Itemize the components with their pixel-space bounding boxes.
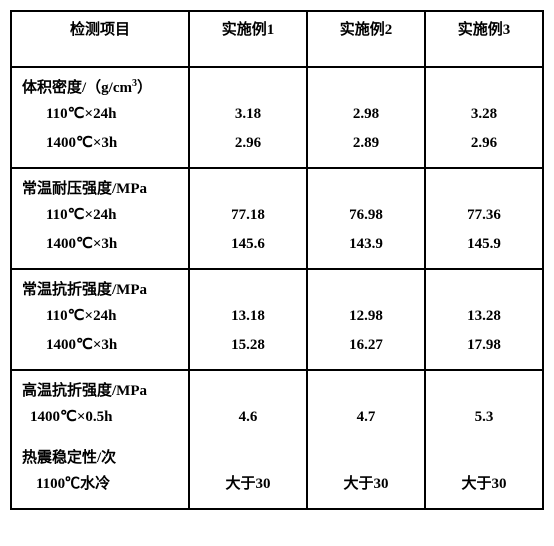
data-value: 大于30 xyxy=(426,470,542,499)
data-value: 13.28 xyxy=(426,302,542,331)
data-value: 4.6 xyxy=(190,403,306,432)
data-cell: 12.9816.27 xyxy=(307,269,425,370)
condition-label: 1100℃水冷 xyxy=(12,470,110,499)
data-value: 13.18 xyxy=(190,302,306,331)
data-value: 4.7 xyxy=(308,403,424,432)
condition-label: 1400℃×0.5h xyxy=(12,403,113,432)
condition-label: 110℃×24h xyxy=(12,302,116,331)
results-table: 检测项目 实施例1 实施例2 实施例3 体积密度/（g/cm3）110℃×24h… xyxy=(10,10,544,510)
data-cell: 4.7 大于30 xyxy=(307,370,425,509)
condition-label: 1400℃×3h xyxy=(12,230,117,259)
row-label-cell: 常温抗折强度/MPa110℃×24h1400℃×3h xyxy=(11,269,189,370)
data-value: 15.28 xyxy=(190,331,306,360)
condition-label: 1400℃×3h xyxy=(12,129,117,158)
table-row: 高温抗折强度/MPa1400℃×0.5h 热震稳定性/次1100℃水冷 4.6 大… xyxy=(11,370,543,509)
data-value: 2.98 xyxy=(308,100,424,129)
header-example3: 实施例3 xyxy=(425,11,543,67)
data-cell: 5.3 大于30 xyxy=(425,370,543,509)
data-cell: 3.182.96 xyxy=(189,67,307,168)
table-row: 常温抗折强度/MPa110℃×24h1400℃×3h 13.1815.28 12… xyxy=(11,269,543,370)
data-value: 76.98 xyxy=(308,201,424,230)
data-value: 17.98 xyxy=(426,331,542,360)
section-title: 高温抗折强度/MPa xyxy=(12,379,188,403)
condition-label: 1400℃×3h xyxy=(12,331,117,360)
data-value: 3.18 xyxy=(190,100,306,129)
header-example1: 实施例1 xyxy=(189,11,307,67)
section-title: 热震稳定性/次 xyxy=(12,446,188,470)
data-value: 77.18 xyxy=(190,201,306,230)
data-value: 2.96 xyxy=(190,129,306,158)
data-value: 大于30 xyxy=(190,470,306,499)
row-label-cell: 常温耐压强度/MPa110℃×24h1400℃×3h xyxy=(11,168,189,269)
section-title: 常温耐压强度/MPa xyxy=(12,177,188,201)
data-cell: 4.6 大于30 xyxy=(189,370,307,509)
data-value: 77.36 xyxy=(426,201,542,230)
section-title: 体积密度/（g/cm3） xyxy=(12,76,188,100)
row-label-cell: 体积密度/（g/cm3）110℃×24h1400℃×3h xyxy=(11,67,189,168)
data-value: 大于30 xyxy=(308,470,424,499)
condition-label: 110℃×24h xyxy=(12,201,116,230)
data-cell: 77.36145.9 xyxy=(425,168,543,269)
table-row: 体积密度/（g/cm3）110℃×24h1400℃×3h 3.182.96 2.… xyxy=(11,67,543,168)
data-value: 3.28 xyxy=(426,100,542,129)
data-value: 143.9 xyxy=(308,230,424,259)
table-row: 常温耐压强度/MPa110℃×24h1400℃×3h 77.18145.6 76… xyxy=(11,168,543,269)
data-cell: 2.982.89 xyxy=(307,67,425,168)
section-title: 常温抗折强度/MPa xyxy=(12,278,188,302)
row-label-cell: 高温抗折强度/MPa1400℃×0.5h 热震稳定性/次1100℃水冷 xyxy=(11,370,189,509)
header-item: 检测项目 xyxy=(11,11,189,67)
data-cell: 13.2817.98 xyxy=(425,269,543,370)
data-value: 12.98 xyxy=(308,302,424,331)
condition-label: 110℃×24h xyxy=(12,100,116,129)
header-example2: 实施例2 xyxy=(307,11,425,67)
data-cell: 77.18145.6 xyxy=(189,168,307,269)
data-value: 145.9 xyxy=(426,230,542,259)
table-header-row: 检测项目 实施例1 实施例2 实施例3 xyxy=(11,11,543,67)
data-cell: 3.282.96 xyxy=(425,67,543,168)
data-cell: 13.1815.28 xyxy=(189,269,307,370)
data-cell: 76.98143.9 xyxy=(307,168,425,269)
data-value: 16.27 xyxy=(308,331,424,360)
data-value: 2.96 xyxy=(426,129,542,158)
data-value: 2.89 xyxy=(308,129,424,158)
data-value: 145.6 xyxy=(190,230,306,259)
data-value: 5.3 xyxy=(426,403,542,432)
